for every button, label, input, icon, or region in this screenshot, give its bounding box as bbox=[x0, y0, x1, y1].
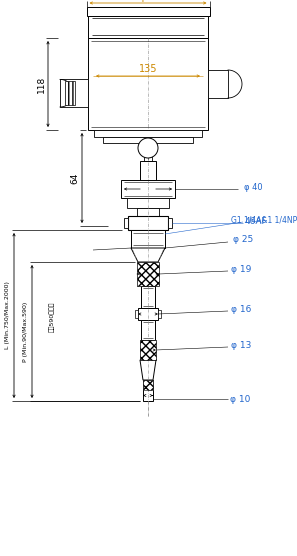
Text: φ 10: φ 10 bbox=[230, 395, 250, 404]
Bar bbox=[168, 218, 172, 228]
Text: 118: 118 bbox=[37, 76, 45, 93]
Text: G1 1/4A&1 1/4NPT: G1 1/4A&1 1/4NPT bbox=[230, 216, 297, 225]
Bar bbox=[143, 380, 153, 401]
Bar bbox=[127, 198, 169, 208]
Bar bbox=[137, 262, 159, 286]
Bar bbox=[121, 180, 175, 198]
Text: 135: 135 bbox=[139, 64, 157, 74]
Bar bbox=[140, 161, 156, 180]
Text: φ 40: φ 40 bbox=[244, 183, 262, 192]
Text: 大于590时定制: 大于590时定制 bbox=[49, 301, 55, 332]
Bar bbox=[128, 216, 168, 230]
Bar bbox=[208, 70, 228, 98]
Bar bbox=[141, 320, 155, 340]
Bar bbox=[131, 230, 165, 248]
Bar bbox=[86, 7, 209, 16]
Polygon shape bbox=[140, 360, 156, 380]
Text: φ 25: φ 25 bbox=[233, 236, 253, 245]
Text: φ 16: φ 16 bbox=[231, 305, 251, 315]
Bar bbox=[137, 208, 159, 216]
Text: φ88: φ88 bbox=[139, 0, 157, 2]
Bar bbox=[141, 286, 155, 308]
Text: φ 13: φ 13 bbox=[231, 341, 251, 350]
Bar bbox=[138, 308, 158, 320]
Text: L (Min.750/Max.2000): L (Min.750/Max.2000) bbox=[6, 281, 10, 349]
Bar bbox=[144, 153, 152, 161]
Bar bbox=[60, 80, 88, 107]
Bar bbox=[135, 310, 138, 318]
Bar bbox=[158, 310, 161, 318]
Text: φ 19: φ 19 bbox=[231, 266, 251, 275]
Circle shape bbox=[138, 138, 158, 158]
Bar bbox=[94, 130, 202, 137]
Bar bbox=[65, 81, 75, 105]
Polygon shape bbox=[131, 248, 165, 262]
Bar bbox=[140, 340, 156, 360]
Bar bbox=[143, 380, 153, 390]
Bar bbox=[88, 16, 208, 38]
Text: P (Min.90/Max.590): P (Min.90/Max.590) bbox=[23, 301, 29, 361]
Bar bbox=[103, 137, 193, 143]
Text: 46AF: 46AF bbox=[245, 217, 267, 226]
Text: 64: 64 bbox=[70, 172, 80, 183]
Bar bbox=[88, 38, 208, 130]
Bar bbox=[124, 218, 128, 228]
